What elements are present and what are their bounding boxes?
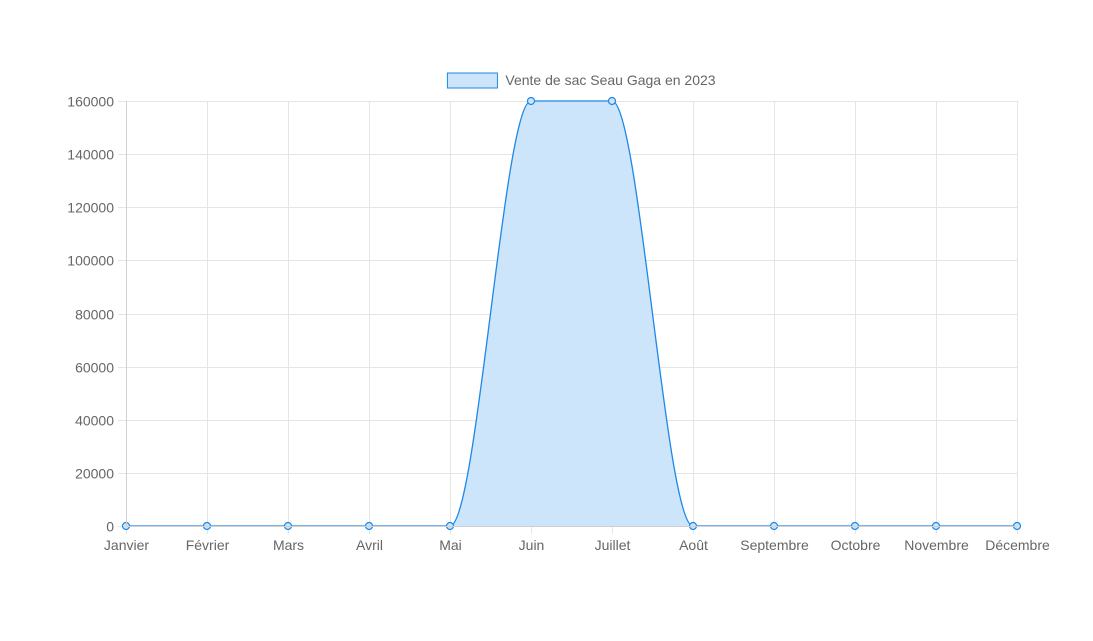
y-tick-label: 140000: [67, 147, 114, 163]
x-tick-label: Avril: [356, 537, 383, 553]
x-tick-label: Juillet: [595, 537, 631, 553]
data-point[interactable]: [607, 96, 617, 106]
y-tick-label: 80000: [75, 307, 114, 323]
y-tick-label: 120000: [67, 200, 114, 216]
area-fill: [126, 101, 1017, 526]
x-tick-label: Septembre: [740, 537, 809, 553]
data-point[interactable]: [526, 96, 536, 106]
area-layer: [126, 100, 1017, 527]
legend-swatch[interactable]: [446, 72, 498, 89]
x-tick-label: Octobre: [831, 537, 881, 553]
y-tick-label: 20000: [75, 466, 114, 482]
legend[interactable]: Vente de sac Seau Gaga en 2023: [446, 72, 716, 89]
y-tick-label: 0: [106, 519, 114, 535]
x-tick-label: Mai: [439, 537, 462, 553]
x-tick-label: Mars: [273, 537, 304, 553]
x-tick-label: Août: [679, 537, 708, 553]
x-tick-label: Juin: [519, 537, 545, 553]
x-tick-label: Décembre: [985, 537, 1050, 553]
legend-label[interactable]: Vente de sac Seau Gaga en 2023: [505, 72, 715, 88]
x-tick-label: Février: [186, 537, 230, 553]
y-tick-label: 160000: [67, 94, 114, 110]
y-tick-label: 100000: [67, 253, 114, 269]
x-tick-label: Janvier: [104, 537, 149, 553]
x-tick-label: Novembre: [904, 537, 969, 553]
y-tick-label: 40000: [75, 413, 114, 429]
axes: 0 20000 40000 60000 80000 100000 120000 140000 1…: [67, 94, 1050, 554]
y-tick-label: 60000: [75, 360, 114, 376]
